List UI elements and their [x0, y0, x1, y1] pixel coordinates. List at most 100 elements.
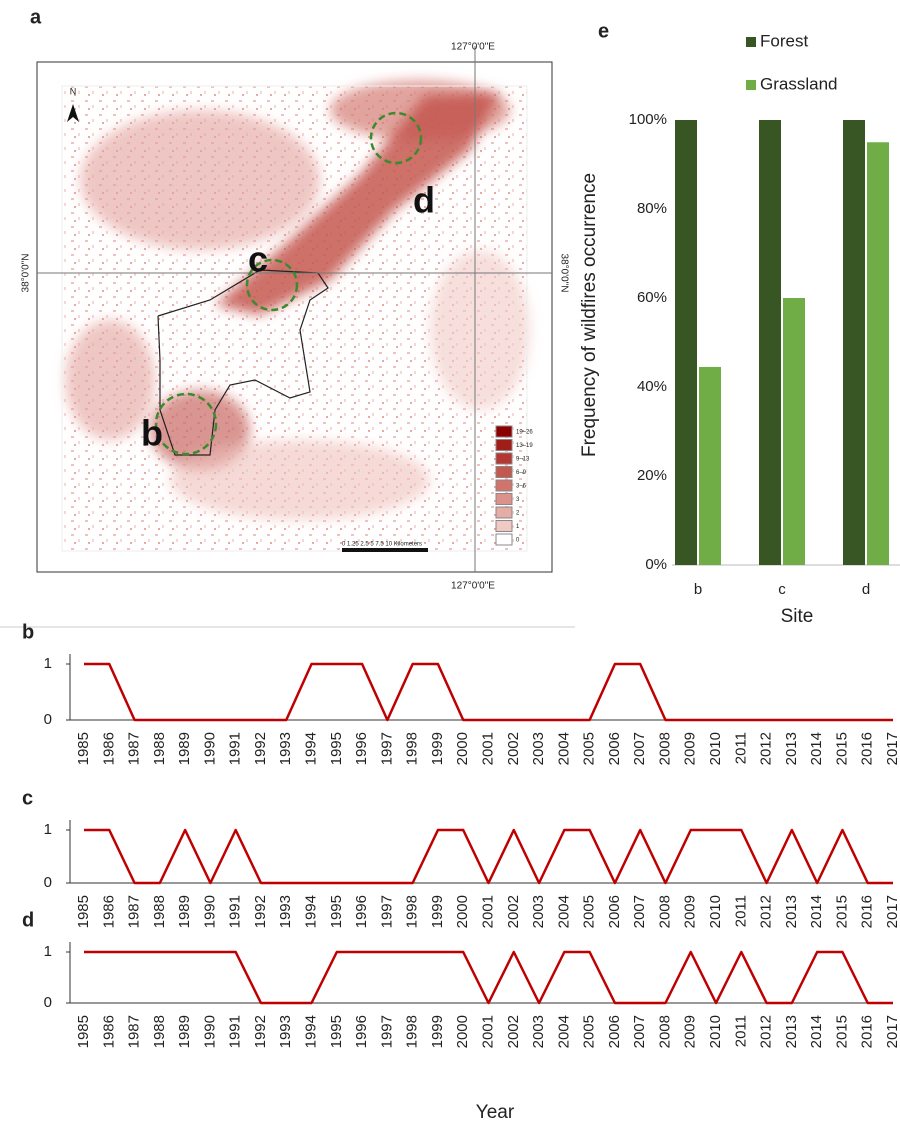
- x-tick-label: 1993: [277, 732, 294, 765]
- x-tick-label: 1994: [303, 732, 320, 765]
- x-tick-label: 2016: [859, 732, 876, 765]
- x-axis-label: Year: [476, 1102, 515, 1123]
- x-tick-label: 2012: [758, 1015, 775, 1048]
- x-axis-label: Site: [781, 606, 814, 627]
- x-tick-label: 1996: [353, 1015, 370, 1048]
- bar: [843, 120, 865, 565]
- x-tick-label: 1987: [126, 895, 143, 928]
- x-tick-label: 2011: [732, 895, 749, 927]
- x-tick-label: 1997: [378, 1015, 395, 1048]
- y-tick-label: 20%: [637, 467, 667, 484]
- x-tick-label: 2011: [732, 1015, 749, 1047]
- x-tick-label: 1987: [126, 732, 143, 765]
- x-tick-label: 1993: [277, 895, 294, 928]
- x-tick-label: 2014: [808, 732, 825, 765]
- y-tick-label: 1: [44, 821, 52, 838]
- legend-label: 0: [516, 538, 520, 544]
- line: [84, 662, 893, 722]
- legend-label: 9–13: [516, 457, 530, 463]
- y-tick-label: 1: [44, 655, 52, 672]
- north-arrow: [67, 104, 79, 122]
- x-tick-label: 2000: [454, 732, 471, 765]
- x-tick-label: 2004: [555, 1015, 572, 1048]
- legend-label: 1: [516, 524, 520, 530]
- x-tick-label: 2008: [656, 1015, 673, 1048]
- x-tick-label: 2001: [479, 895, 496, 928]
- map-extent: [61, 85, 528, 552]
- map: N b c d a 127°0'0"E 127°0'0"E 38°0'0"N 3…: [21, 6, 570, 591]
- bar: [867, 142, 889, 565]
- legend-swatch: [495, 520, 513, 532]
- x-tick-label: 1990: [201, 895, 218, 928]
- x-tick-label: 2009: [682, 732, 699, 765]
- y-tick-label: 80%: [637, 200, 667, 217]
- x-tick-label: 2005: [581, 732, 598, 765]
- legend-swatch: [495, 439, 513, 451]
- x-tick-label: 1986: [100, 1015, 117, 1048]
- bar: [675, 120, 697, 565]
- legend-label: 2: [516, 511, 520, 517]
- study-area-outline: [157, 269, 329, 456]
- legend-label: 6–9: [516, 470, 527, 476]
- panel-label: a: [30, 6, 42, 28]
- x-tick-label: 2017: [884, 1015, 900, 1048]
- x-tick-label: 2016: [859, 1015, 876, 1048]
- x-tick-label: 2006: [606, 895, 623, 928]
- x-tick-label: 2005: [581, 1015, 598, 1048]
- x-tick-label: 2002: [505, 732, 522, 765]
- x-tick-label: 2006: [606, 1015, 623, 1048]
- x-tick-label: 1998: [404, 1015, 421, 1048]
- x-tick-label: 2012: [758, 895, 775, 928]
- x-tick-label: 1992: [252, 895, 269, 928]
- legend-swatch: [495, 452, 513, 465]
- x-tick-label: 2003: [530, 732, 547, 765]
- x-tick-label: 2007: [631, 1015, 648, 1048]
- panel-label: e: [598, 20, 609, 42]
- site-circle: [154, 392, 218, 456]
- x-tick-label: 1988: [151, 895, 168, 928]
- x-tick-label: 1986: [100, 895, 117, 928]
- y-tick-label: 100%: [629, 111, 667, 128]
- x-tick-label: 2016: [859, 895, 876, 928]
- panel-label: d: [22, 909, 34, 931]
- site-circle: [245, 258, 299, 312]
- x-tick-label: 1994: [303, 895, 320, 928]
- x-tick-label: 1993: [277, 1015, 294, 1048]
- panel-label: b: [22, 621, 34, 643]
- x-tick-label: 1991: [227, 732, 244, 765]
- x-tick-label: d: [862, 581, 870, 598]
- site-label: b: [141, 413, 163, 454]
- x-tick-label: 2003: [530, 895, 547, 928]
- x-tick-label: 1990: [201, 1015, 218, 1048]
- y-tick-label: 0: [44, 874, 52, 891]
- x-tick-label: 1995: [328, 895, 345, 928]
- x-tick-label: 1985: [75, 895, 92, 928]
- x-tick-label: 2002: [505, 895, 522, 928]
- x-tick-label: 2007: [631, 732, 648, 765]
- x-tick-label: 2001: [479, 1015, 496, 1048]
- legend-swatch: [495, 425, 513, 438]
- x-tick-label: 1994: [303, 1015, 320, 1048]
- x-tick-label: 2015: [833, 895, 850, 928]
- x-tick-label: 2005: [581, 895, 598, 928]
- x-tick-label: 1999: [429, 732, 446, 765]
- x-tick-label: 1997: [378, 732, 395, 765]
- x-tick-label: 2008: [656, 732, 673, 765]
- legend-swatch: [495, 466, 513, 478]
- x-tick-label: 2004: [555, 732, 572, 765]
- x-tick-label: 1996: [353, 732, 370, 765]
- legend-swatch: [495, 493, 513, 505]
- x-tick-label: 2010: [707, 1015, 724, 1048]
- x-tick-label: 1991: [227, 895, 244, 928]
- legend-label: 3–6: [516, 484, 527, 490]
- north-label: N: [70, 86, 77, 96]
- legend-label: Grassland: [760, 74, 837, 93]
- x-tick-label: 2014: [808, 895, 825, 928]
- x-tick-label: 1995: [328, 732, 345, 765]
- x-tick-label: 2011: [732, 732, 749, 764]
- panel-label: c: [22, 787, 33, 809]
- x-tick-label: 1999: [429, 895, 446, 928]
- x-tick-label: 2017: [884, 732, 900, 765]
- longitude-label: 127°0'0"E: [451, 42, 495, 53]
- x-tick-label: 2001: [479, 732, 496, 765]
